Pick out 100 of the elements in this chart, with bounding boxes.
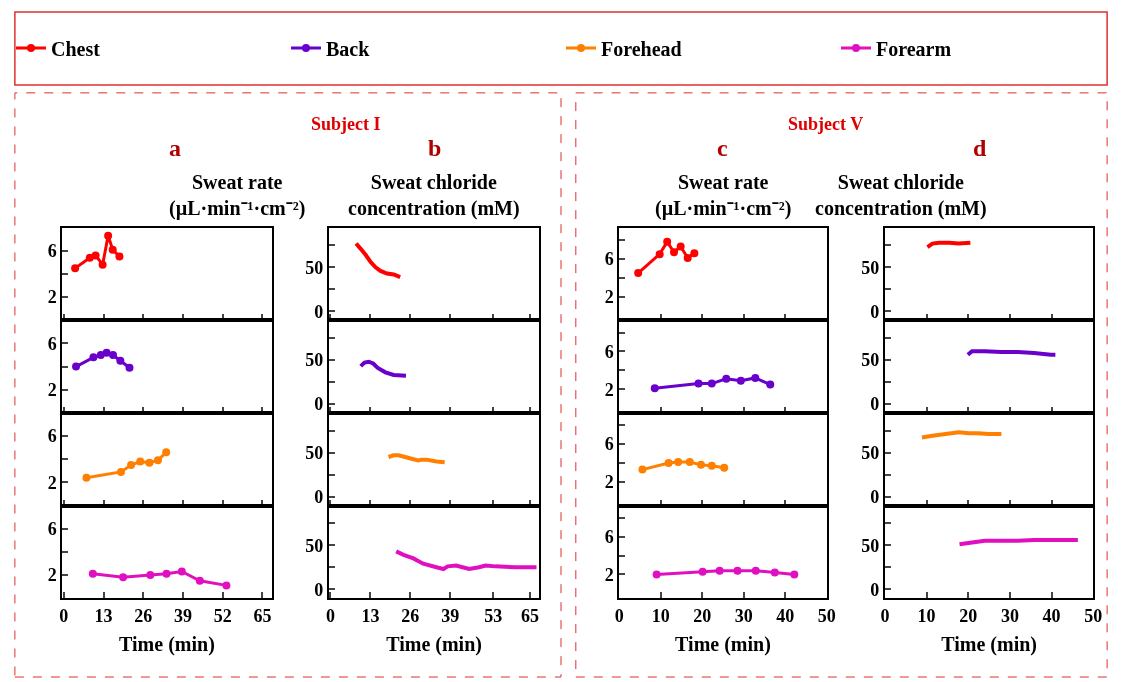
point bbox=[136, 457, 145, 466]
y-tick-label: 0 bbox=[870, 486, 880, 507]
x-tick-label: 13 bbox=[94, 605, 113, 626]
x-tick-label: 10 bbox=[651, 605, 670, 626]
x-tick-label: 52 bbox=[213, 605, 232, 626]
point bbox=[707, 461, 716, 470]
point bbox=[751, 373, 760, 382]
line-series bbox=[386, 453, 447, 465]
point bbox=[115, 252, 124, 261]
legend-label: Back bbox=[326, 37, 371, 60]
y-tick-label: 50 bbox=[305, 350, 324, 371]
point bbox=[145, 458, 154, 467]
point bbox=[89, 353, 98, 362]
y-tick-label: 2 bbox=[47, 472, 57, 493]
point bbox=[127, 460, 136, 469]
point bbox=[98, 260, 107, 269]
chart-subtitle: Sweat chloride concentration (mM) bbox=[348, 171, 520, 220]
y-tick-label: 6 bbox=[604, 341, 614, 362]
y-tick-label: 0 bbox=[870, 579, 880, 600]
x-tick-label: 40 bbox=[776, 605, 795, 626]
y-tick-label: 2 bbox=[604, 379, 614, 400]
line-series bbox=[394, 549, 539, 572]
point bbox=[82, 473, 91, 482]
point bbox=[674, 458, 683, 467]
y-tick-label: 6 bbox=[47, 333, 57, 354]
y-tick-label: 50 bbox=[861, 442, 880, 463]
x-tick-label: 10 bbox=[917, 605, 936, 626]
legend-label: Forehead bbox=[601, 37, 682, 60]
x-tick-label: 26 bbox=[401, 605, 420, 626]
point bbox=[177, 567, 186, 576]
x-tick-label: 20 bbox=[959, 605, 978, 626]
x-tick-label: 20 bbox=[693, 605, 712, 626]
x-tick-label: 65 bbox=[253, 605, 272, 626]
y-tick-label: 6 bbox=[604, 527, 614, 547]
y-tick-label: 0 bbox=[314, 301, 324, 322]
chart-subtitle: Sweat rate (µL·min⁻¹·cm⁻²) bbox=[655, 171, 792, 220]
x-axis-title: Time (min) bbox=[119, 632, 215, 656]
y-tick-label: 50 bbox=[861, 350, 880, 371]
point bbox=[116, 356, 125, 365]
text: Subject I bbox=[311, 114, 381, 134]
point bbox=[116, 467, 125, 476]
point bbox=[222, 581, 231, 590]
point bbox=[195, 576, 204, 585]
x-axis-title: Time (min) bbox=[941, 632, 1037, 656]
point bbox=[683, 253, 692, 262]
y-tick-label: 6 bbox=[47, 241, 57, 262]
point bbox=[663, 237, 672, 246]
point bbox=[108, 245, 117, 254]
point bbox=[71, 264, 80, 273]
y-tick-label: 2 bbox=[604, 286, 614, 307]
point bbox=[696, 460, 705, 469]
chart-title: d bbox=[973, 135, 987, 161]
point bbox=[162, 448, 171, 457]
x-tick-label: 26 bbox=[134, 605, 153, 626]
y-tick-label: 0 bbox=[870, 301, 880, 322]
point bbox=[766, 380, 775, 389]
y-tick-label: 6 bbox=[604, 434, 614, 455]
chart-title: c bbox=[717, 135, 728, 161]
y-tick-label: 2 bbox=[47, 287, 57, 308]
point bbox=[722, 374, 731, 383]
point bbox=[638, 465, 647, 474]
point bbox=[736, 376, 745, 385]
y-tick-label: 2 bbox=[604, 564, 614, 585]
point bbox=[655, 250, 664, 259]
y-tick-label: 50 bbox=[861, 257, 880, 278]
y-tick-label: 2 bbox=[604, 472, 614, 493]
y-tick-label: 50 bbox=[861, 535, 880, 556]
x-tick-label: 13 bbox=[361, 605, 380, 626]
point bbox=[670, 248, 679, 257]
y-tick-label: 0 bbox=[314, 579, 324, 600]
chart-title: b bbox=[428, 135, 442, 161]
text: Subject V bbox=[788, 114, 864, 134]
y-tick-label: 2 bbox=[47, 565, 57, 586]
point bbox=[634, 269, 643, 278]
point bbox=[91, 251, 100, 260]
point bbox=[109, 351, 118, 360]
x-tick-label: 40 bbox=[1042, 605, 1061, 626]
y-tick-label: 50 bbox=[305, 535, 324, 556]
x-tick-label: 39 bbox=[441, 605, 460, 626]
x-tick-label: 53 bbox=[484, 605, 503, 626]
point bbox=[88, 569, 97, 578]
x-tick-label: 65 bbox=[521, 605, 540, 626]
point bbox=[119, 573, 128, 582]
chart-subtitle: Sweat chloride concentration (mM) bbox=[815, 171, 987, 220]
point bbox=[664, 458, 673, 467]
chart-title: a bbox=[169, 135, 181, 161]
point bbox=[146, 570, 155, 579]
x-tick-label: 50 bbox=[817, 605, 836, 626]
x-tick-label: 39 bbox=[174, 605, 193, 626]
x-axis-title: Time (min) bbox=[386, 632, 482, 656]
point bbox=[104, 231, 113, 240]
point bbox=[707, 379, 716, 388]
point bbox=[650, 384, 659, 393]
chart-subtitle: Sweat rate (µL·min⁻¹·cm⁻²) bbox=[169, 171, 306, 220]
point bbox=[153, 456, 162, 465]
y-tick-label: 6 bbox=[47, 426, 57, 447]
x-tick-label: 30 bbox=[1000, 605, 1019, 626]
y-tick-label: 0 bbox=[314, 486, 324, 507]
y-tick-label: 6 bbox=[604, 249, 614, 270]
x-axis-title: Time (min) bbox=[675, 632, 771, 656]
